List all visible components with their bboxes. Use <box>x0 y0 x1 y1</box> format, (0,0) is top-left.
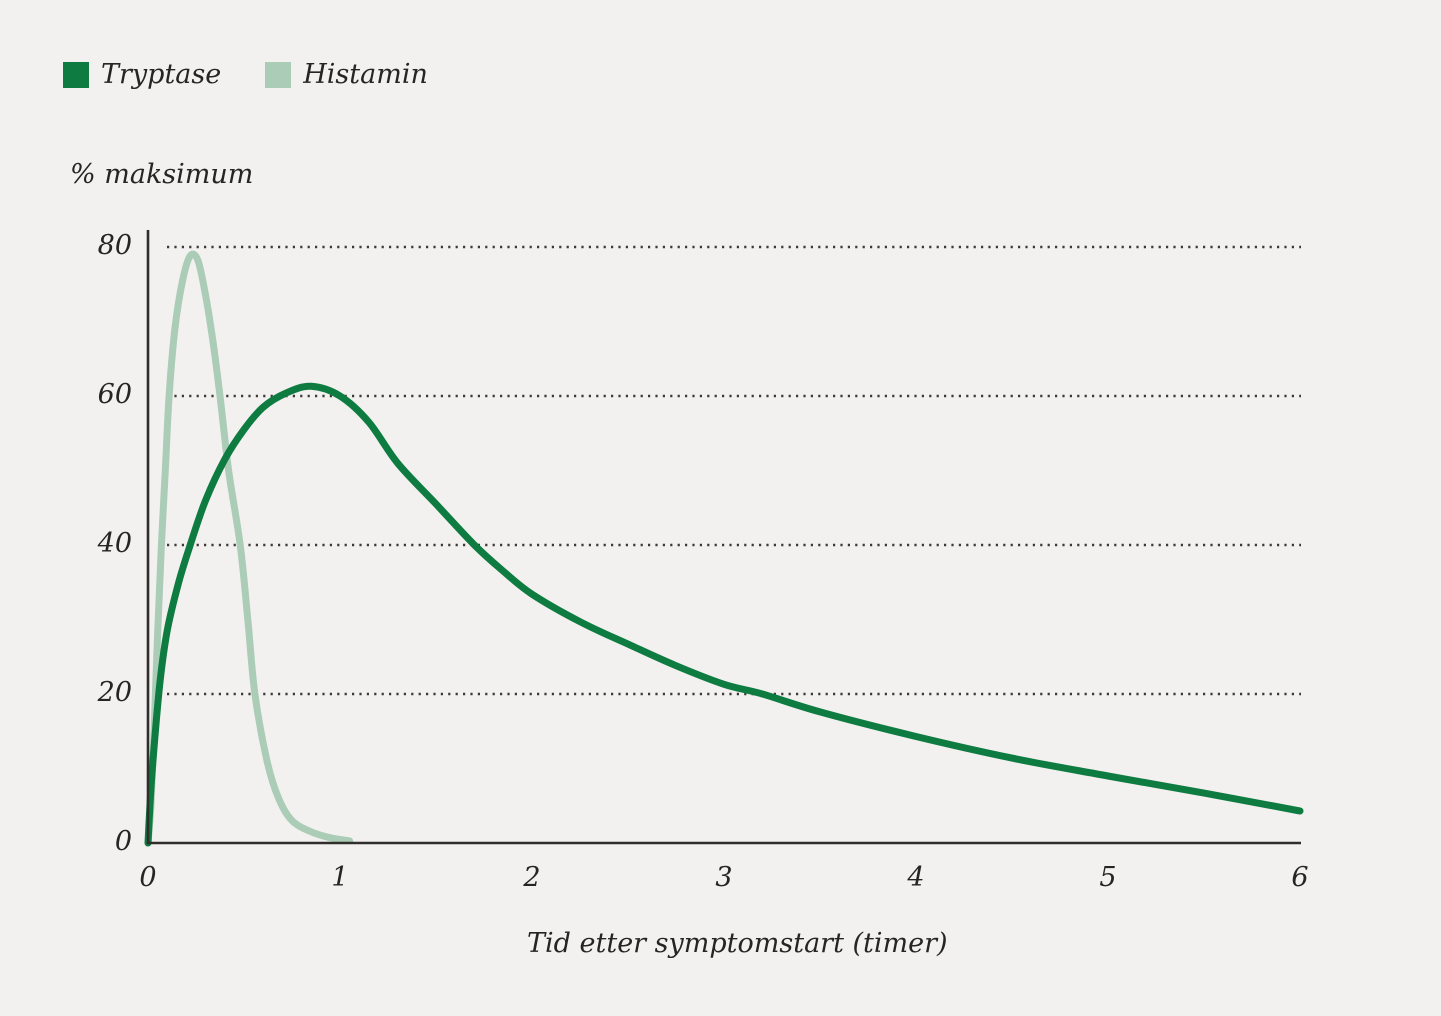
x-tick-label-2: 2 <box>523 862 541 893</box>
y-tick-label-0: 0 <box>114 826 132 857</box>
x-axis-title: Tid etter symptomstart (timer) <box>527 928 948 959</box>
x-tick-label-6: 6 <box>1291 862 1309 893</box>
histamin-swatch-icon <box>265 61 292 88</box>
y-axis-title: % maksimum <box>70 159 254 190</box>
tryptase-swatch-icon <box>63 61 89 88</box>
legend-item-histamin: Histamin <box>265 61 428 88</box>
y-tick-label-20: 20 <box>97 677 132 708</box>
legend-item-tryptase: Tryptase <box>63 61 221 88</box>
x-tick-label-0: 0 <box>139 862 157 893</box>
curve-tryptase <box>144 382 1304 847</box>
x-tick-label-5: 5 <box>1099 862 1117 893</box>
x-tick-label-4: 4 <box>907 862 925 893</box>
x-tick-label-3: 3 <box>715 862 733 893</box>
legend-label-histamin: Histamin <box>303 59 428 90</box>
curve-histamin <box>144 250 354 847</box>
y-tick-label-40: 40 <box>97 528 132 559</box>
legend-label-tryptase: Tryptase <box>101 59 222 90</box>
y-tick-label-80: 80 <box>97 230 132 261</box>
x-tick-label-1: 1 <box>331 862 349 893</box>
legend: Tryptase Histamin <box>63 61 428 88</box>
y-tick-label-60: 60 <box>97 379 132 410</box>
